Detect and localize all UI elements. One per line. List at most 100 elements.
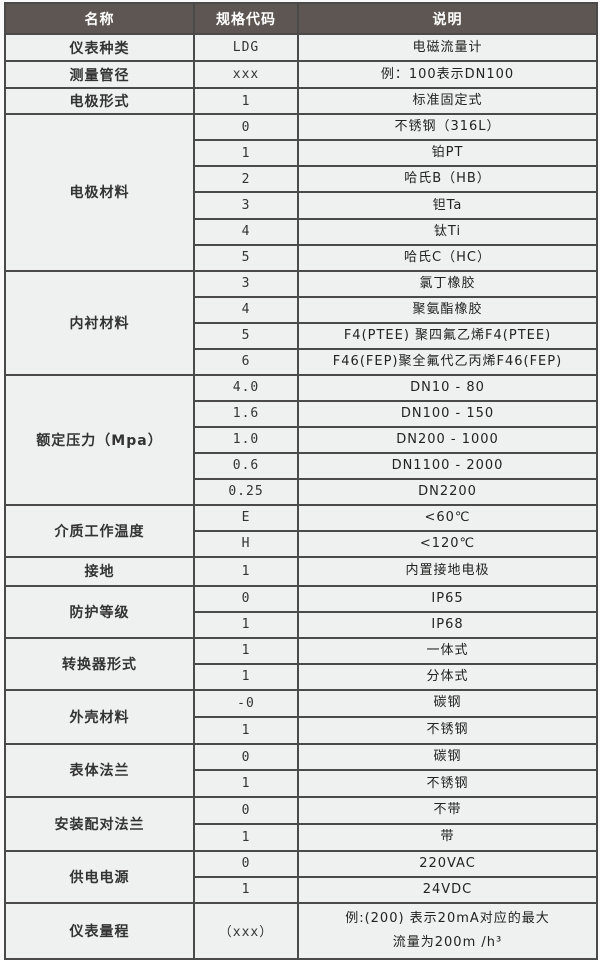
row-desc: 24VDC (297, 875, 598, 904)
table-row: H <120℃ (5, 529, 598, 558)
row-desc: F46(FEP)聚全氟代乙丙烯F46(FEP) (297, 347, 598, 376)
row-code: 0 (193, 112, 299, 142)
table-row: 1 不锈钢 (5, 769, 598, 798)
table-row: 1 分体式 (5, 662, 598, 691)
table-row: 额定压力（Mpa） 4.0 DN10 - 80 (4, 373, 598, 506)
table-row: 5 F4(PTEE) 聚四氟乙烯F4(PTEE) (5, 321, 598, 350)
row-name: 转换器形式 (4, 636, 195, 691)
row-code: 4.0 (193, 373, 299, 402)
row-desc: 220VAC (297, 849, 598, 878)
desc-line: DN100 - 150 (400, 405, 495, 421)
row-code: 2 (193, 165, 299, 194)
row-code: （xxx） (193, 901, 299, 960)
table-row: 防护等级 0 IP65 (4, 584, 598, 639)
row-name: 电极材料 (4, 113, 195, 272)
row-desc: DN2200 (297, 477, 598, 506)
row-desc: <60℃ (297, 503, 598, 532)
desc-line: 一体式 (426, 642, 469, 658)
row-code: 0.25 (193, 477, 299, 506)
desc-line: DN2200 (418, 483, 477, 499)
row-name: 测量管径 (4, 60, 195, 89)
row-desc: 电磁流量计 (297, 33, 598, 62)
table-row: 1 24VDC (5, 875, 598, 904)
desc-line: 例:(200) 表示20mA对应的最大 (345, 910, 550, 926)
desc-line: DN10 - 80 (410, 379, 485, 395)
row-code: 1.0 (193, 425, 299, 454)
row-desc: IP65 (297, 584, 598, 613)
table-row: 4 聚氨酯橡胶 (5, 295, 598, 324)
row-code: 5 (193, 243, 299, 272)
desc-line: 24VDC (422, 881, 473, 897)
table-row: 接地 1 内置接地电极 (4, 555, 598, 587)
row-desc: DN200 - 1000 (297, 425, 598, 454)
row-code: 1 (193, 662, 299, 691)
row-desc: DN1100 - 2000 (297, 451, 598, 480)
header-code: 规格代码 (193, 2, 299, 35)
table-row: 1 铂PT (5, 139, 598, 168)
table-row: 外壳材料 -0 碳钢 (4, 688, 598, 745)
header-row: 名称 规格代码 说明 (4, 2, 598, 35)
row-desc: F4(PTEE) 聚四氟乙烯F4(PTEE) (297, 321, 598, 350)
table-row: 转换器形式 1 一体式 (4, 636, 598, 691)
row-desc: 不带 (297, 795, 598, 825)
row-code: LDG (193, 33, 299, 62)
row-desc: 钽Ta (297, 191, 598, 220)
header-name: 名称 (4, 2, 195, 35)
row-code: 6 (193, 347, 299, 376)
desc-line: 碳钢 (433, 749, 462, 765)
row-code: 1 (193, 87, 299, 115)
row-desc: 一体式 (297, 636, 598, 665)
row-name: 防护等级 (4, 584, 195, 639)
row-code: 0 (193, 849, 299, 878)
desc-line: IP65 (431, 590, 464, 606)
row-name: 外壳材料 (4, 688, 195, 745)
row-desc: 内置接地电极 (297, 555, 598, 587)
row-code: xxx (193, 60, 299, 89)
desc-line: 不锈钢（316L） (394, 119, 501, 135)
row-code: 1 (193, 636, 299, 665)
row-name: 介质工作温度 (4, 503, 195, 558)
desc-line: 氯丁橡胶 (419, 275, 476, 291)
desc-line: 内置接地电极 (405, 563, 490, 579)
row-desc: 铂PT (297, 139, 598, 168)
row-code: -0 (193, 688, 299, 718)
row-code: 0 (193, 742, 299, 772)
table-row: 4 钛Ti (5, 217, 598, 246)
row-desc: 带 (297, 822, 598, 852)
row-code: 0.6 (193, 451, 299, 480)
row-code: 1 (193, 822, 299, 852)
row-code: 1 (193, 610, 299, 639)
desc-line: <120℃ (419, 535, 476, 551)
desc-line: 钛Ti (433, 223, 462, 239)
row-desc: DN10 - 80 (297, 373, 598, 402)
desc-line: 例：100表示DN100 (380, 66, 515, 82)
desc-line: F4(PTEE) 聚四氟乙烯F4(PTEE) (343, 327, 552, 343)
table-row: 介质工作温度 E <60℃ (4, 503, 598, 558)
row-code: 4 (193, 217, 299, 246)
desc-line: 不锈钢 (426, 775, 469, 791)
desc-line: 碳钢 (433, 695, 462, 711)
spec-table: 名称 规格代码 说明 仪表种类 LDG 电磁流量计 测量管径 xxx 例：100表示DN1… (4, 2, 598, 960)
desc-line: 分体式 (426, 668, 469, 684)
row-desc: 碳钢 (297, 688, 598, 718)
table-row: 表体法兰 0 碳钢 (4, 742, 598, 798)
row-desc: 例：100表示DN100 (297, 60, 598, 89)
row-name: 内衬材料 (4, 269, 195, 376)
row-name: 电极形式 (4, 87, 195, 115)
header-desc: 说明 (297, 2, 598, 35)
row-code: 1 (193, 139, 299, 168)
table-row: 仪表量程 （xxx） 例:(200) 表示20mA对应的最大 流量为200m /h³ (4, 901, 598, 960)
row-desc: 哈氏B（HB） (297, 165, 598, 194)
row-code: 1.6 (193, 399, 299, 428)
row-name: 接地 (4, 555, 195, 587)
row-code: 4 (193, 295, 299, 324)
row-code: 1 (193, 555, 299, 587)
desc-line: 聚氨酯橡胶 (412, 301, 483, 317)
table-row: 1.6 DN100 - 150 (5, 399, 598, 428)
table-row: 供电电源 0 220VAC (4, 849, 598, 904)
desc-line: DN200 - 1000 (396, 431, 499, 447)
row-desc: 氯丁橡胶 (297, 269, 598, 298)
row-desc: 标准固定式 (297, 87, 598, 115)
row-code: E (193, 503, 299, 532)
row-code: 3 (193, 269, 299, 298)
